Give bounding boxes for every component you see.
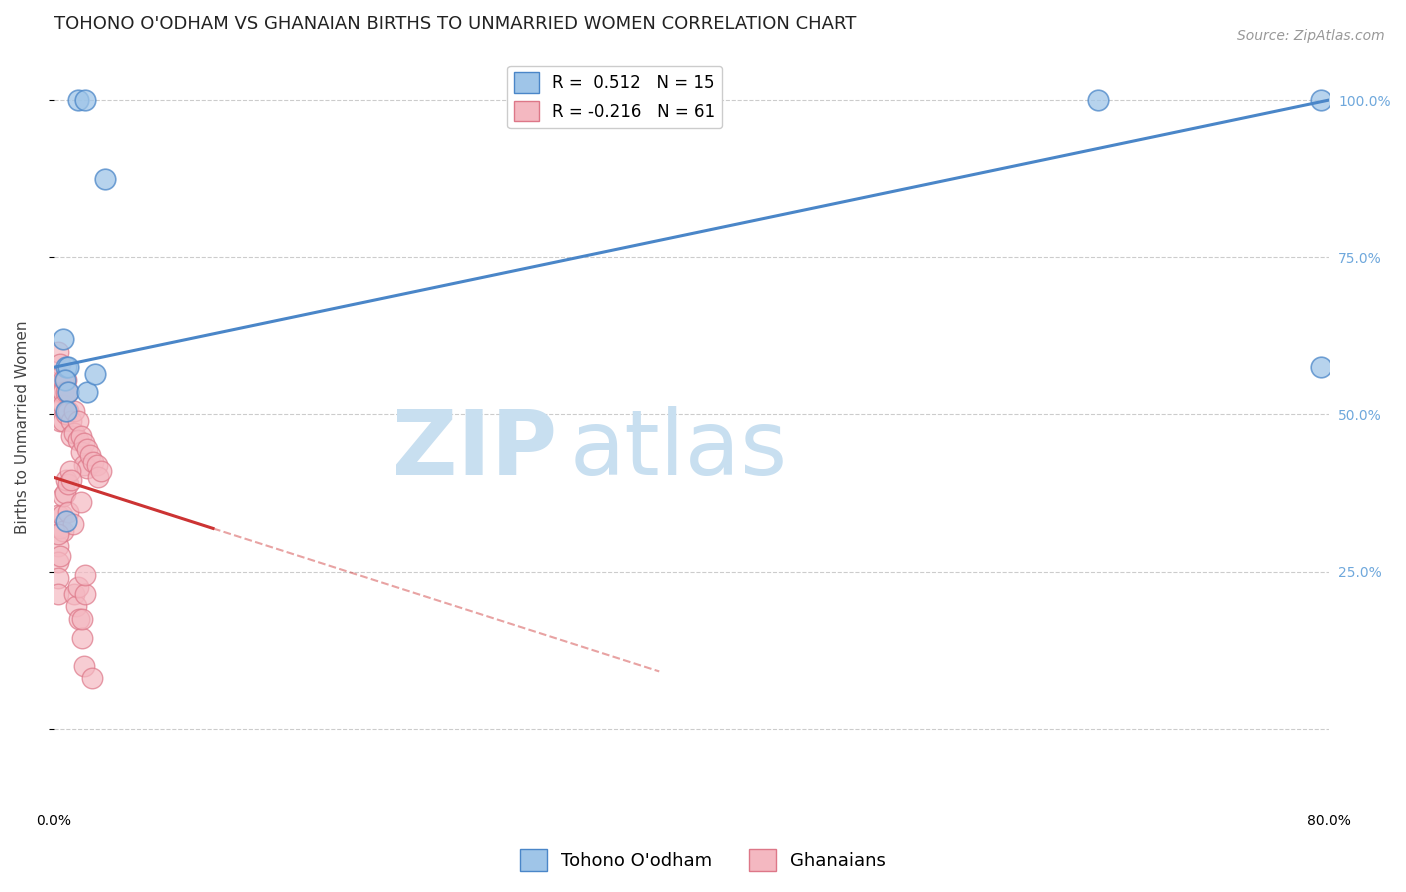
Point [56,476,79,491]
Point [49,385,72,400]
Point [53,373,76,387]
Point [48,571,70,585]
Point [76,461,98,475]
Legend: R =  0.512   N = 15, R = -0.216   N = 61: R = 0.512 N = 15, R = -0.216 N = 61 [508,66,723,128]
Text: TOHONO O'ODHAM VS GHANAIAN BIRTHS TO UNMARRIED WOMEN CORRELATION CHART: TOHONO O'ODHAM VS GHANAIAN BIRTHS TO UNM… [53,15,856,33]
Point [75,93,97,107]
Point [60,474,83,488]
Point [75,586,97,600]
Point [63,404,86,418]
Point [1087,93,1109,107]
Point [52,489,75,503]
Point [52,332,75,346]
Point [58,464,80,478]
Point [72,631,94,645]
Point [72,612,94,626]
Text: atlas: atlas [569,406,789,493]
Point [84,367,107,381]
Y-axis label: Births to Unmarried Women: Births to Unmarried Women [15,320,30,533]
Point [63,426,86,441]
Point [62,517,84,532]
Point [65,599,87,614]
Point [66,433,89,447]
Point [80,672,103,686]
Point [1309,360,1331,375]
Point [66,414,89,428]
Point [76,442,98,456]
Point [66,93,89,107]
Point [1309,93,1331,107]
Point [73,458,96,472]
Point [87,470,110,484]
Point [48,344,70,359]
Point [52,385,75,400]
Point [86,458,108,472]
Point [76,385,98,400]
Point [55,360,77,375]
Point [82,454,104,468]
Point [55,385,77,400]
Point [55,373,77,387]
Point [56,385,79,400]
Point [69,445,91,459]
Point [63,586,86,600]
Point [52,524,75,538]
Point [56,385,79,400]
Point [56,404,79,418]
Point [49,520,72,534]
Point [48,555,70,569]
Point [52,398,75,412]
Point [55,514,77,528]
Point [49,414,72,428]
Point [51,508,73,522]
Point [73,435,96,450]
Point [56,360,79,375]
Point [48,508,70,522]
Legend: Tohono O'odham, Ghanaians: Tohono O'odham, Ghanaians [513,842,893,879]
Point [52,414,75,428]
Point [48,540,70,554]
Point [75,567,97,582]
Point [52,373,75,387]
Point [66,580,89,594]
Point [60,429,83,443]
Text: ZIP: ZIP [392,406,557,493]
Point [69,429,91,443]
Point [49,398,72,412]
Point [48,586,70,600]
Point [93,171,115,186]
Point [73,659,96,673]
Point [49,357,72,371]
Point [60,414,83,428]
Point [49,369,72,384]
Point [48,527,70,541]
Point [55,408,77,422]
Point [49,549,72,563]
Point [55,474,77,488]
Point [55,404,77,418]
Point [53,486,76,500]
Point [79,448,101,462]
Point [69,495,91,509]
Point [90,464,112,478]
Point [67,612,90,626]
Point [56,505,79,519]
Text: Source: ZipAtlas.com: Source: ZipAtlas.com [1237,29,1385,43]
